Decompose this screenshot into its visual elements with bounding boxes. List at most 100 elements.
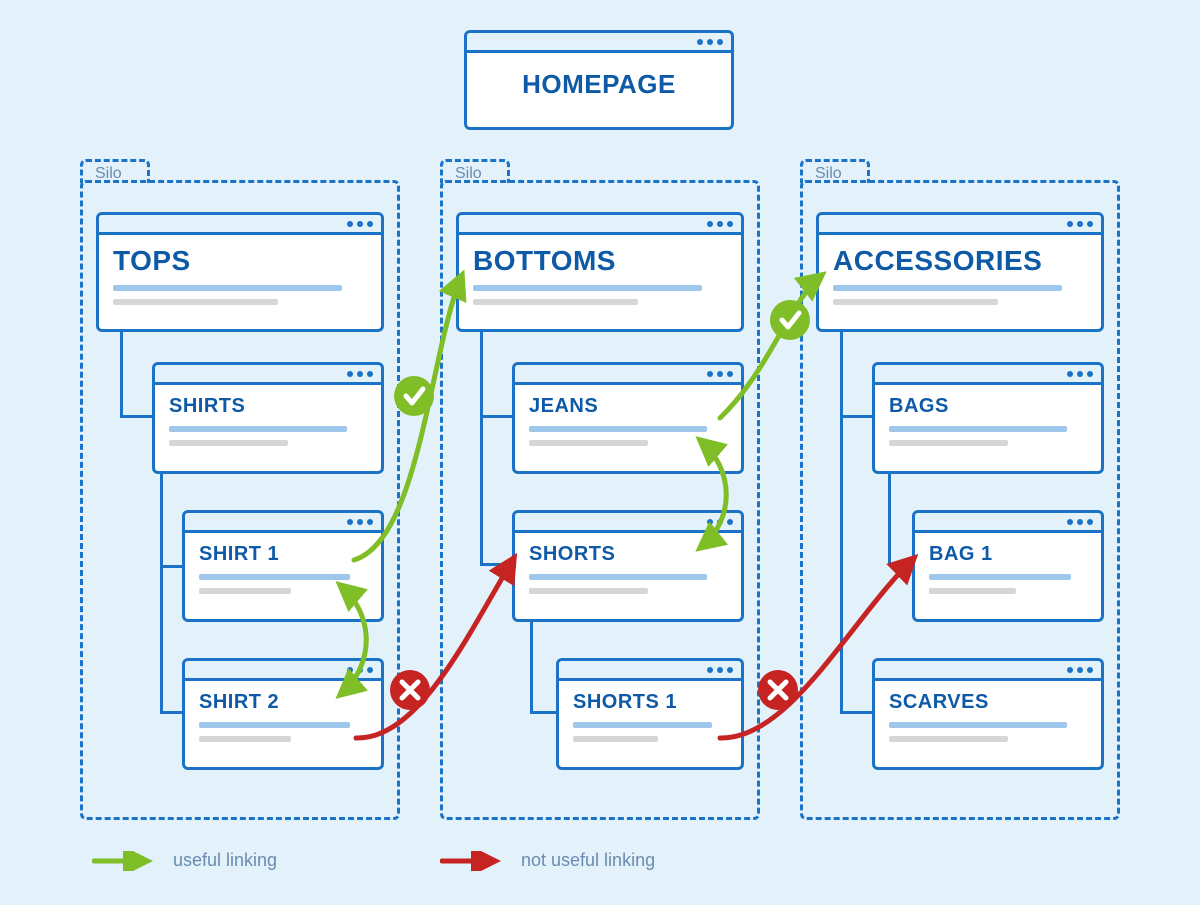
browser-chrome [559,661,741,681]
window-dot-icon [717,519,723,525]
card-title: BAGS [889,395,1087,418]
tree-connector-horizontal [480,415,512,418]
card-title: BAG 1 [929,543,1087,566]
text-bar-secondary [529,588,648,594]
window-dot-icon [357,667,363,673]
browser-chrome [875,365,1101,385]
text-bar-primary [113,285,342,291]
legend-label: useful linking [173,850,277,871]
window-dot-icon [707,519,713,525]
card-title: BOTTOMS [473,245,727,277]
browser-chrome [875,661,1101,681]
card-title: ACCESSORIES [833,245,1087,277]
window-dot-icon [1067,221,1073,227]
window-dot-icon [357,221,363,227]
window-dot-icon [1087,371,1093,377]
card-title: SHIRT 2 [199,691,367,714]
legend-arrow-icon [440,851,509,871]
text-bar-secondary [573,736,658,742]
page-card-bottoms: BOTTOMS [456,212,744,332]
silo-tab-label: Silo [440,159,510,183]
window-dot-icon [347,519,353,525]
window-dot-icon [367,221,373,227]
window-dot-icon [717,39,723,45]
text-bar-secondary [169,440,288,446]
tree-connector-horizontal [530,711,556,714]
window-dot-icon [1087,667,1093,673]
tree-connector-vertical [120,332,123,418]
text-bar-primary [199,574,350,580]
tree-connector-horizontal [160,565,182,568]
page-card-shirts: SHIRTS [152,362,384,474]
page-card-homepage: HOMEPAGE [464,30,734,130]
legend-not-useful: not useful linking [440,850,655,871]
browser-chrome [515,513,741,533]
card-title: SCARVES [889,691,1087,714]
window-dot-icon [1077,519,1083,525]
window-dot-icon [727,371,733,377]
page-card-scarves: SCARVES [872,658,1104,770]
legend-label: not useful linking [521,850,655,871]
browser-chrome [459,215,741,235]
text-bar-secondary [833,299,998,305]
browser-chrome [819,215,1101,235]
page-card-bag-1: BAG 1 [912,510,1104,622]
page-card-jeans: JEANS [512,362,744,474]
text-bar-primary [199,722,350,728]
window-dot-icon [717,221,723,227]
card-title: SHIRTS [169,395,367,418]
window-dot-icon [707,667,713,673]
browser-chrome [467,33,731,53]
silo-tab-label: Silo [800,159,870,183]
text-bar-primary [573,722,712,728]
text-bar-primary [169,426,347,432]
browser-chrome [515,365,741,385]
tree-connector-vertical [530,622,533,714]
browser-chrome [99,215,381,235]
tree-connector-horizontal [840,711,872,714]
window-dot-icon [1067,371,1073,377]
window-dot-icon [717,667,723,673]
window-dot-icon [367,371,373,377]
tree-connector-horizontal [120,415,152,418]
text-bar-primary [833,285,1062,291]
window-dot-icon [367,667,373,673]
text-bar-secondary [473,299,638,305]
window-dot-icon [697,39,703,45]
window-dot-icon [707,221,713,227]
browser-chrome [185,661,381,681]
page-card-bags: BAGS [872,362,1104,474]
text-bar-secondary [889,440,1008,446]
text-bar-secondary [113,299,278,305]
window-dot-icon [707,371,713,377]
text-bar-primary [529,426,707,432]
diagram-canvas: HOMEPAGE Silo TOPS SHIRTS SHIRT 1 SHIRT 2 Silo… [0,0,1200,905]
tree-connector-horizontal [480,563,512,566]
legend-arrow-icon [92,851,161,871]
card-title: SHORTS 1 [573,691,727,714]
window-dot-icon [727,667,733,673]
window-dot-icon [347,667,353,673]
window-dot-icon [357,519,363,525]
text-bar-secondary [529,440,648,446]
text-bar-secondary [199,736,291,742]
tree-connector-vertical [480,332,483,566]
window-dot-icon [367,519,373,525]
window-dot-icon [707,39,713,45]
tree-connector-horizontal [160,711,182,714]
card-title: TOPS [113,245,367,277]
window-dot-icon [347,221,353,227]
text-bar-secondary [929,588,1016,594]
window-dot-icon [1077,221,1083,227]
text-bar-primary [473,285,702,291]
window-dot-icon [1087,221,1093,227]
tree-connector-horizontal [888,563,912,566]
text-bar-primary [889,426,1067,432]
card-title: SHIRT 1 [199,543,367,566]
text-bar-secondary [889,736,1008,742]
window-dot-icon [1067,667,1073,673]
text-bar-primary [529,574,707,580]
page-card-shirt-1: SHIRT 1 [182,510,384,622]
window-dot-icon [347,371,353,377]
page-card-shorts: SHORTS [512,510,744,622]
